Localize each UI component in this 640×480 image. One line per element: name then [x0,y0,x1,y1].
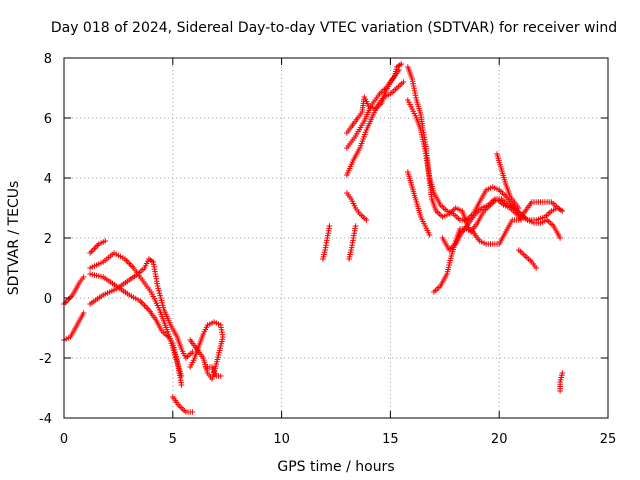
y-tick-label: 6 [44,112,52,127]
y-tick-label: -4 [39,412,52,427]
data-point [102,238,109,244]
data-point [352,223,359,229]
data-point [156,290,163,296]
data-point [154,283,161,289]
data-point [159,300,165,306]
data-point [398,61,405,67]
data-point [80,310,87,316]
data-point [160,304,167,311]
data-point [187,364,193,370]
data-point [178,382,185,388]
data-point [166,333,172,340]
x-tick-label: 15 [382,432,399,447]
x-tick-label: 20 [491,432,508,447]
data-point [326,223,333,229]
data-point [363,217,370,223]
x-tick-label: 10 [273,432,290,447]
data-point [559,208,566,214]
x-axis-label: GPS time / hours [277,459,394,475]
x-tick-label: 25 [600,432,617,447]
data-point [426,232,433,238]
y-tick-label: 2 [44,232,52,247]
data-point [158,295,164,301]
data-point [533,265,539,271]
data-point [557,235,563,241]
data-point [157,292,163,299]
data-point [516,205,522,211]
y-tick-label: 8 [44,52,52,67]
y-axis-label: SDTVAR / TECUs [6,181,22,296]
data-points [61,61,566,415]
y-tick-label: 4 [44,172,52,187]
data-point [156,288,162,294]
grid-lines [64,58,608,418]
axis-ticks: 0 5 10 15 20 25 -4 -2 0 2 4 6 8 [39,52,616,447]
data-point [559,370,566,376]
data-point [189,409,196,415]
data-point [158,297,165,304]
data-point [80,274,87,280]
y-tick-label: 0 [44,292,52,307]
y-tick-label: -2 [39,352,52,367]
data-point [217,373,224,379]
data-point [155,285,161,292]
x-tick-label: 5 [169,432,177,447]
chart-title: Day 018 of 2024, Sidereal Day-to-day VTE… [51,20,617,36]
x-tick-label: 0 [60,432,68,447]
data-point [400,79,407,85]
data-point [396,67,402,73]
data-point [160,302,166,308]
